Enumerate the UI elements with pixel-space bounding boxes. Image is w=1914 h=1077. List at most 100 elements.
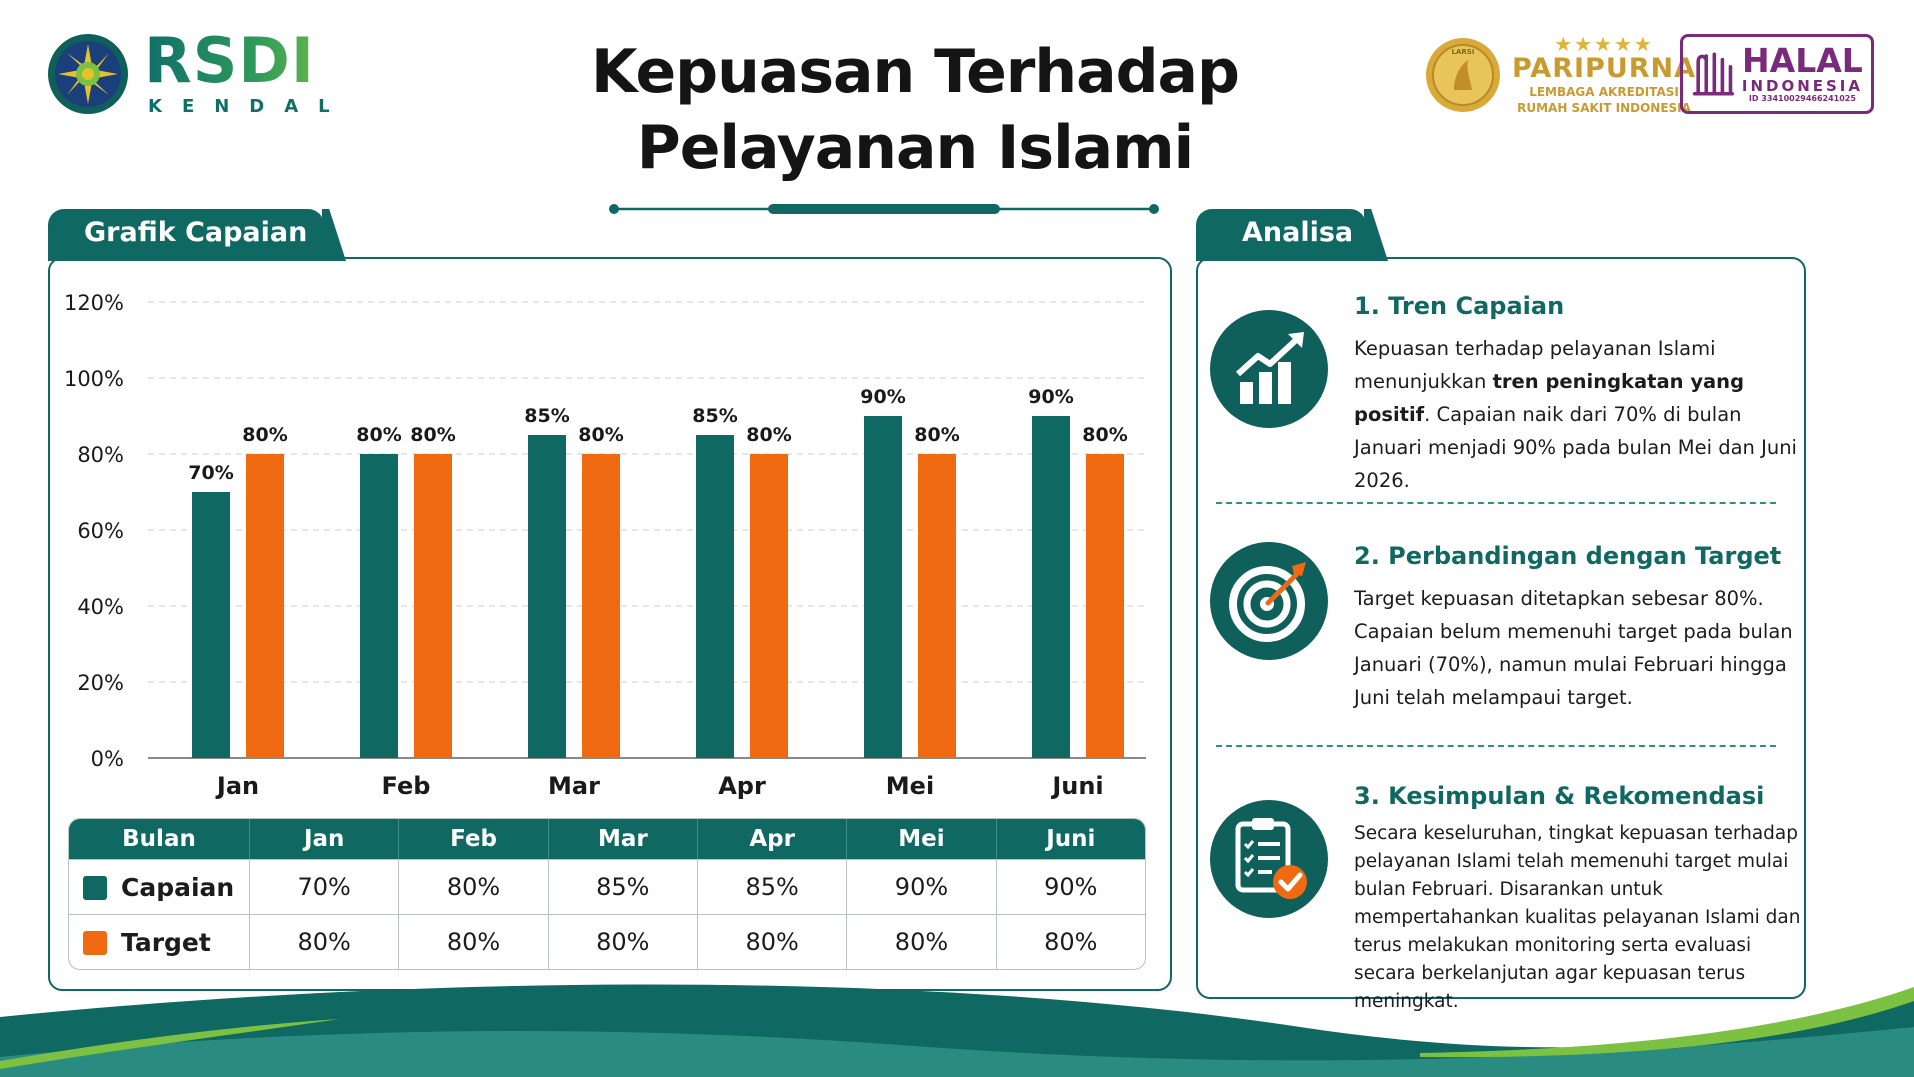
- larsi-sub-2: RUMAH SAKIT INDONESIA: [1517, 101, 1691, 115]
- data-label: 80%: [410, 424, 455, 446]
- larsi-medal-icon: LARSI: [1426, 38, 1500, 112]
- table-header-month: Apr: [696, 819, 847, 859]
- analysis-divider: [1216, 745, 1776, 747]
- analysis-body-3: Secara keseluruhan, tingkat kepuasan ter…: [1354, 823, 1801, 1012]
- analysis-body-1-pre: Kepuasan terhadap pelayanan Islami menun…: [1354, 337, 1716, 393]
- title-line-1: Kepuasan Terhadap: [591, 37, 1240, 107]
- larsi-accreditation-badge: LARSI ★★★★★ PARIPURNA LEMBAGA AKREDITASI…: [1424, 34, 1696, 116]
- bar-capaian: [192, 492, 230, 758]
- x-tick-label: Juni: [1050, 772, 1103, 800]
- analysis-title-2: 2. Perbandingan dengan Target: [1354, 542, 1782, 570]
- halal-id: ID 33410029466241025: [1748, 94, 1856, 103]
- analysis-item-trend: 1. Tren Capaian Kepuasan terhadap pelaya…: [1210, 288, 1810, 492]
- table-cell: 80%: [398, 914, 548, 969]
- data-label: 80%: [356, 424, 401, 446]
- larsi-sub-1: LEMBAGA AKREDITASI: [1529, 85, 1679, 99]
- x-tick-label: Mar: [548, 772, 600, 800]
- table-header-month: Mar: [547, 819, 697, 859]
- table-cell: 80%: [398, 859, 548, 914]
- larsi-main: PARIPURNA: [1512, 53, 1697, 84]
- capaian-label: Capaian: [121, 872, 235, 902]
- bar-target: [414, 454, 452, 758]
- bar-target: [246, 454, 284, 758]
- bar-target: [918, 454, 956, 758]
- table-row-target: Target 80% 80% 80% 80% 80% 80%: [69, 914, 1145, 969]
- bar-target: [582, 454, 620, 758]
- bar-capaian: [528, 435, 566, 758]
- analysis-item-conclusion: 3. Kesimpulan & Rekomendasi Secara kesel…: [1210, 778, 1810, 1012]
- halal-sub: INDONESIA: [1741, 77, 1863, 95]
- table-row-capaian: Capaian 70% 80% 85% 85% 90% 90%: [69, 859, 1145, 914]
- bar-chart: 0% 20% 40% 60% 80% 100% 120% 70% 80% Jan 80% 80% Feb…: [64, 291, 1146, 800]
- x-tick-label: Feb: [382, 772, 431, 800]
- target-swatch: [83, 930, 107, 955]
- x-tick-label: Mei: [886, 772, 934, 800]
- table-cell: 70%: [249, 859, 399, 914]
- table-cell: 90%: [995, 859, 1145, 914]
- table-row-label: Target: [69, 914, 249, 969]
- table-cell: 80%: [995, 914, 1145, 969]
- table-header-month: Juni: [995, 819, 1145, 859]
- y-tick-label: 0%: [91, 747, 124, 771]
- title-divider: [609, 204, 1159, 214]
- brand-city: KENDAL: [148, 96, 350, 117]
- growth-chart-icon: [1210, 310, 1328, 428]
- rsdi-logo: RSDI KENDAL: [46, 30, 350, 117]
- data-label: 80%: [242, 424, 287, 446]
- halal-badge: HALAL INDONESIA ID 33410029466241025: [1680, 34, 1874, 114]
- table-header-bulan: Bulan: [69, 819, 249, 859]
- table-header-row: Bulan Jan Feb Mar Apr Mei Juni: [69, 819, 1145, 859]
- table-row-label: Capaian: [69, 859, 249, 914]
- data-label: 80%: [578, 424, 623, 446]
- analysis-title-3: 3. Kesimpulan & Rekomendasi: [1354, 782, 1765, 810]
- y-tick-label: 120%: [64, 291, 124, 315]
- analysis-body-2: Target kepuasan ditetapkan sebesar 80%. …: [1354, 587, 1793, 709]
- x-tick-label: Jan: [215, 772, 259, 800]
- brand-name: RSDI: [144, 30, 350, 92]
- table-cell: 90%: [846, 859, 996, 914]
- table-cell: 80%: [846, 914, 996, 969]
- analysis-title-1: 1. Tren Capaian: [1354, 292, 1565, 320]
- data-label: 90%: [1028, 386, 1073, 408]
- table-cell: 80%: [547, 914, 697, 969]
- y-tick-label: 100%: [64, 367, 124, 391]
- halal-main: HALAL: [1742, 41, 1863, 80]
- analysis-item-target: 2. Perbandingan dengan Target Target kep…: [1210, 538, 1810, 718]
- analysis-panel-tab: Analisa: [1196, 209, 1366, 261]
- table-header-month: Feb: [398, 819, 548, 859]
- analysis-body-1-post: . Capaian naik dari 70% di bulan Januari…: [1354, 403, 1797, 492]
- decorative-wave: [0, 984, 1914, 1077]
- y-tick-label: 60%: [77, 519, 124, 543]
- data-label: 70%: [188, 462, 233, 484]
- bar-capaian: [1032, 416, 1070, 758]
- analysis-divider: [1216, 502, 1776, 504]
- bar-target: [750, 454, 788, 758]
- title-line-2: Pelayanan Islami: [636, 113, 1194, 183]
- data-label: 85%: [692, 405, 737, 427]
- data-label: 80%: [1082, 424, 1127, 446]
- data-label: 90%: [860, 386, 905, 408]
- bar-target: [1086, 454, 1124, 758]
- table-header-month: Jan: [249, 819, 399, 859]
- data-label: 85%: [524, 405, 569, 427]
- analysis-body-1: Kepuasan terhadap pelayanan Islami menun…: [1354, 332, 1814, 497]
- table-cell: 80%: [696, 914, 847, 969]
- table-cell: 80%: [249, 914, 399, 969]
- y-tick-label: 20%: [77, 671, 124, 695]
- larsi-seal-text: LARSI: [1452, 48, 1475, 56]
- target-icon: [1210, 542, 1328, 660]
- capaian-swatch: [83, 875, 107, 900]
- y-tick-label: 80%: [77, 443, 124, 467]
- data-table: Bulan Jan Feb Mar Apr Mei Juni Capaian 7…: [68, 818, 1146, 970]
- rsdi-emblem-icon: [48, 33, 128, 114]
- bar-capaian: [696, 435, 734, 758]
- bar-capaian: [360, 454, 398, 758]
- x-tick-label: Apr: [718, 772, 766, 800]
- analysis-body-1-bold: tren peningkatan yang positif: [1354, 370, 1745, 426]
- target-label: Target: [121, 927, 211, 957]
- y-tick-label: 40%: [77, 595, 124, 619]
- data-label: 80%: [746, 424, 791, 446]
- halal-mark-icon: [1692, 52, 1735, 96]
- table-cell: 85%: [696, 859, 847, 914]
- table-header-month: Mei: [846, 819, 996, 859]
